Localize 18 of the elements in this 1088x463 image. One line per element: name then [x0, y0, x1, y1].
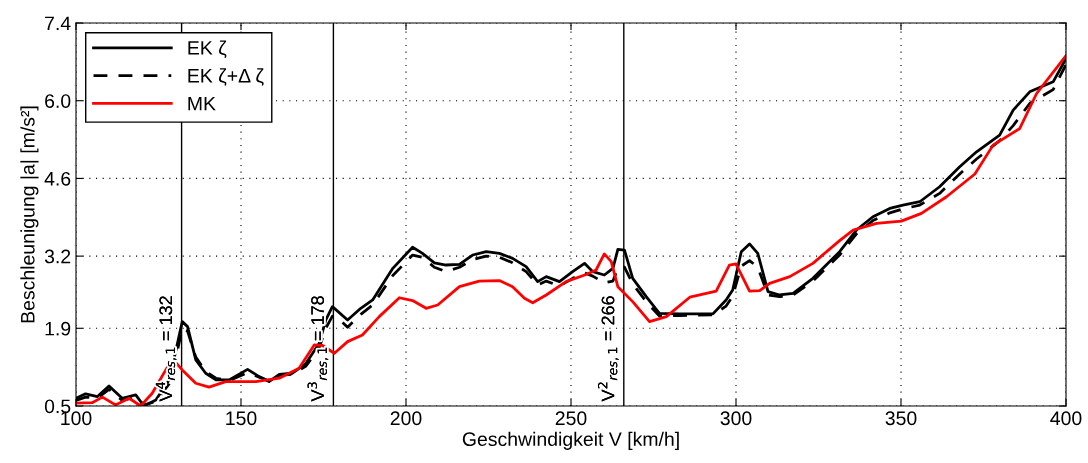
- y-tick-label: 4.6: [44, 171, 71, 186]
- x-tick-label: 400: [1050, 411, 1082, 426]
- legend-label: EK ζ+Δ ζ: [188, 68, 264, 86]
- y-tick-label: 3.2: [44, 249, 71, 264]
- x-tick-label: 350: [885, 411, 917, 426]
- x-tick-label: 250: [555, 411, 587, 426]
- ref-line-label: V$^{2}$$_{res,1}$ = 266: [597, 296, 619, 402]
- y-tick-label: 1.9: [45, 321, 71, 336]
- ref-line-label: V$^{3}$$_{res,1}$ = 178: [307, 296, 329, 402]
- x-tick-label: 150: [226, 411, 257, 426]
- legend-label: MK: [188, 96, 216, 111]
- y-tick-label: 6.0: [45, 94, 71, 108]
- legend-label: EK ζ: [188, 40, 227, 58]
- x-tick-label: 300: [720, 411, 752, 426]
- y-tick-label: 7.4: [45, 16, 71, 31]
- x-tick-label: 200: [390, 411, 422, 426]
- y-axis-title: Beschleunigung |a| [m/s²]: [20, 106, 39, 323]
- x-axis-title: Geschwindigkeit V [km/h]: [462, 431, 679, 450]
